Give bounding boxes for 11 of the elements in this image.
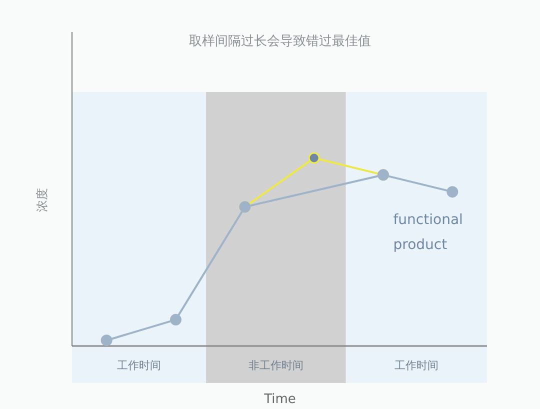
point (308, 152, 320, 164)
point (446, 186, 458, 198)
text: 非工作时间 (248, 359, 304, 372)
text: 工作时间 (117, 359, 162, 372)
chart-title: 取样间隔过长会导致错过最佳值 (189, 34, 371, 49)
point (170, 314, 182, 326)
x-axis-title: Time (263, 392, 296, 407)
point (100, 334, 112, 346)
text: 工作时间 (394, 359, 438, 372)
series-label: functional product (393, 212, 463, 253)
y-axis-title: 浓度 (35, 188, 49, 212)
